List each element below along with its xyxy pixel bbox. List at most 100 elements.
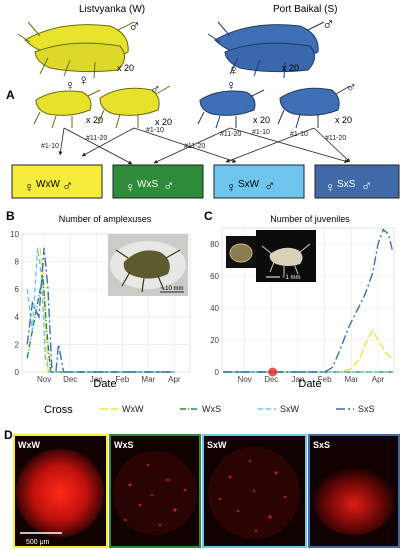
population-label-w: Listvyanka (W): [79, 4, 145, 15]
y-tick-label: 6: [15, 285, 20, 294]
count-label-1: x 20: [117, 63, 134, 73]
cross-arrow: [81, 127, 135, 157]
egg-image: [229, 243, 253, 263]
series-line-wxw: [223, 328, 394, 373]
micrograph-wxw: WxW 500 μm: [13, 434, 108, 548]
amphipod-pair-w: [17, 21, 135, 79]
legend-label: WxW: [122, 404, 144, 414]
edge-label: #1-10: [146, 127, 164, 134]
y-tick-label: 0: [215, 368, 220, 377]
cross-label: SxW: [238, 179, 260, 190]
event-marker: [268, 367, 278, 377]
cross-box-sxs: ♀ SxS ♂: [314, 164, 400, 199]
x-tick-label: Dec: [264, 375, 278, 384]
amphipod-male-s: [277, 85, 351, 129]
y-tick-label: 20: [210, 336, 219, 345]
y-tick-label: 60: [210, 272, 219, 281]
male-symbol: ♂: [62, 178, 73, 195]
y-tick-label: 2: [15, 340, 20, 349]
legend-label: SxW: [280, 404, 300, 414]
cross-box-sxw: ♀ SxW ♂: [213, 164, 305, 199]
cross-box-wxs: ♀ WxS ♂: [112, 164, 204, 199]
x-tick-label: Apr: [168, 375, 181, 384]
male-symbol-mid-s: ♂: [346, 79, 357, 95]
female-symbol: ♀: [24, 179, 35, 195]
series-line-sxs: [223, 228, 394, 373]
scale-label: ~1 mm: [282, 275, 301, 281]
x-tick-label: Feb: [318, 375, 332, 384]
legend-label: WxS: [202, 404, 221, 414]
cross-label: SxS: [337, 179, 356, 190]
y-tick-label: 4: [15, 313, 20, 322]
amphipod-female-s: [197, 89, 265, 129]
count-label-2: x 20: [282, 63, 299, 73]
male-symbol: ♂: [361, 178, 372, 195]
count-label-3: x 20: [86, 115, 103, 125]
cross-arrow: [313, 127, 351, 163]
cross-arrow: [58, 127, 65, 156]
edge-label: #1-10: [41, 143, 59, 150]
micrograph-label: WxS: [114, 440, 134, 450]
x-tick-label: Nov: [238, 375, 252, 384]
juveniles-chart: C Number of juveniles 0 20 40 60 80 Nov Dec Jan…: [204, 210, 395, 390]
female-symbol-top-w: ♀: [78, 72, 89, 89]
x-tick-label: Mar: [344, 375, 358, 384]
scale-label: 500 μm: [26, 539, 50, 546]
micrograph-sxs: SxS: [308, 434, 400, 548]
cross-arrow: [133, 127, 237, 163]
edge-label: #11-20: [325, 135, 346, 142]
x-tick-label: Mar: [141, 375, 155, 384]
female-symbol: ♀: [125, 179, 136, 195]
legend-label: SxS: [358, 404, 375, 414]
series-line-wxs: [26, 275, 175, 373]
cross-label: WxS: [137, 179, 158, 190]
amphipod-pair-s: [207, 21, 325, 79]
count-label-6: x 20: [335, 115, 352, 125]
female-symbol-mid-w: ♀: [65, 77, 76, 93]
male-symbol-top-w: ♂: [128, 17, 141, 36]
chart-title: Number of juveniles: [270, 214, 350, 224]
amphipod-female-w: [33, 89, 101, 129]
scale-label: ~ 10 mm: [160, 286, 184, 292]
edge-label: #11-20: [86, 135, 107, 142]
cross-arrow: [229, 127, 349, 163]
x-tick-label: Nov: [37, 375, 51, 384]
count-label-4: x 20: [155, 117, 172, 127]
x-tick-label: Apr: [372, 375, 385, 384]
male-symbol: ♂: [163, 178, 174, 195]
chart-title: Number of amplexuses: [59, 214, 152, 224]
x-tick-label: Jan: [90, 375, 103, 384]
cross-arrow: [225, 127, 315, 163]
female-symbol-top-s: ♀: [228, 62, 239, 79]
x-tick-label: Jan: [292, 375, 305, 384]
micrograph-label: WxW: [18, 440, 41, 450]
amphipod-male-w: [97, 85, 171, 129]
male-symbol-mid-w: ♂: [150, 81, 161, 97]
x-tick-label: Feb: [115, 375, 129, 384]
male-symbol: ♂: [264, 178, 275, 195]
juvenile-photo: ~1 mm: [226, 230, 316, 282]
legend-title: Cross: [44, 404, 73, 416]
micrograph-sxw: SxW: [202, 434, 307, 548]
female-symbol-mid-s: ♀: [226, 77, 237, 93]
amphipod-photo: ~ 10 mm: [108, 234, 188, 296]
cross-arrow: [153, 127, 231, 164]
y-tick-label: 40: [210, 304, 219, 313]
panel-letter-a: A: [6, 88, 15, 102]
panel-letter-c: C: [204, 210, 213, 223]
female-symbol: ♀: [325, 179, 336, 195]
x-tick-label: Dec: [63, 375, 77, 384]
y-tick-label: 80: [210, 240, 219, 249]
male-symbol-top-s: ♂: [322, 15, 335, 34]
panel-a: A Listvyanka (W) Port Baikal (S) ♂ ♀ x 2…: [6, 4, 400, 199]
amplexus-chart: B Number of amplexuses 0 2 4 6 8 10 Nov Dec Jan F…: [6, 210, 191, 390]
series-line-sxs: [26, 247, 175, 373]
x-axis-label: Date: [298, 378, 321, 390]
micrograph-label: SxS: [313, 440, 330, 450]
y-tick-label: 8: [15, 258, 20, 267]
female-symbol: ♀: [226, 179, 237, 195]
y-tick-label: 10: [10, 230, 19, 239]
panel-d: D WxW 500 μm WxS SxW SxS: [4, 428, 400, 548]
micrograph-label: SxW: [207, 440, 227, 450]
edge-label: #11-20: [220, 131, 241, 138]
